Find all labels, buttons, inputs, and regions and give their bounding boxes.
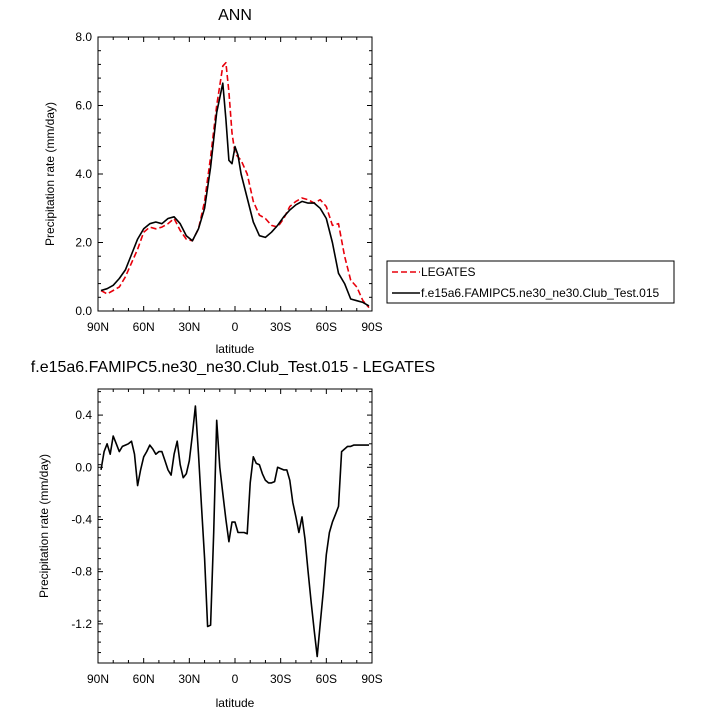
- top-ticks: 90N 60N 30N 0 30S 60S 90S 0.0 2.0 4.0 6.0 8.0: [75, 30, 382, 334]
- top-x-tick-label: 90N: [87, 320, 109, 334]
- bottom-chart-title: f.e15a6.FAMIPC5.ne30_ne30.Club_Test.015 …: [31, 359, 435, 376]
- bottom-x-tick-label: 0: [232, 672, 239, 686]
- bottom-y-tick-label: -0.4: [71, 512, 92, 526]
- top-y-tick-label: 6.0: [75, 99, 92, 113]
- bottom-x-axis-label: latitude: [216, 696, 255, 710]
- bottom-difference-line: [100, 405, 369, 658]
- top-x-tick-label: 90S: [361, 320, 382, 334]
- top-legates-line: [100, 61, 370, 309]
- bottom-y-tick-label: 0.0: [75, 460, 92, 474]
- bottom-x-tick-label: 30S: [270, 672, 291, 686]
- bottom-x-tick-label: 60S: [316, 672, 337, 686]
- bottom-x-tick-label: 60N: [133, 672, 155, 686]
- top-x-tick-label: 30S: [270, 320, 291, 334]
- bottom-y-tick-label: 0.4: [75, 408, 92, 422]
- legend-label-legates: LEGATES: [421, 265, 475, 279]
- top-series-group: [100, 61, 370, 309]
- legend: LEGATES f.e15a6.FAMIPC5.ne30_ne30.Club_T…: [386, 260, 675, 304]
- top-x-tick-label: 60N: [133, 320, 155, 334]
- bottom-y-tick-label: -1.2: [71, 617, 92, 631]
- top-x-tick-label: 60S: [316, 320, 337, 334]
- top-y-tick-label: 2.0: [75, 236, 92, 250]
- bottom-ticks: 90N 60N 30N 0 30S 60S 90S -1.2 -0.8 -0.4 0.0 0.4: [71, 389, 383, 686]
- top-x-tick-label: 30N: [178, 320, 200, 334]
- top-y-tick-label: 8.0: [75, 30, 92, 44]
- legend-label-model: f.e15a6.FAMIPC5.ne30_ne30.Club_Test.015: [421, 286, 659, 300]
- top-model-line: [100, 82, 370, 307]
- bottom-y-axis-label: Precipitation rate (mm/day): [37, 454, 51, 598]
- top-x-tick-label: 0: [232, 320, 239, 334]
- top-y-tick-label: 0.0: [75, 304, 92, 318]
- top-y-axis-label: Precipitation rate (mm/day): [43, 102, 57, 246]
- legend-box: [386, 260, 675, 304]
- bottom-x-tick-label: 30N: [178, 672, 200, 686]
- bottom-panel: f.e15a6.FAMIPC5.ne30_ne30.Club_Test.015 …: [31, 359, 435, 710]
- top-x-axis-label: latitude: [216, 342, 255, 356]
- bottom-series-group: [100, 405, 369, 658]
- top-y-tick-label: 4.0: [75, 167, 92, 181]
- top-panel: ANN 90N 60N 30N 0 30S 60S 90S 0.0 2.0 4.0 6.0 8.0 l…: [43, 7, 383, 356]
- top-plot-frame: [97, 36, 373, 312]
- top-chart-title: ANN: [218, 7, 252, 24]
- bottom-y-tick-label: -0.8: [71, 565, 92, 579]
- bottom-x-tick-label: 90S: [361, 672, 382, 686]
- bottom-x-tick-label: 90N: [87, 672, 109, 686]
